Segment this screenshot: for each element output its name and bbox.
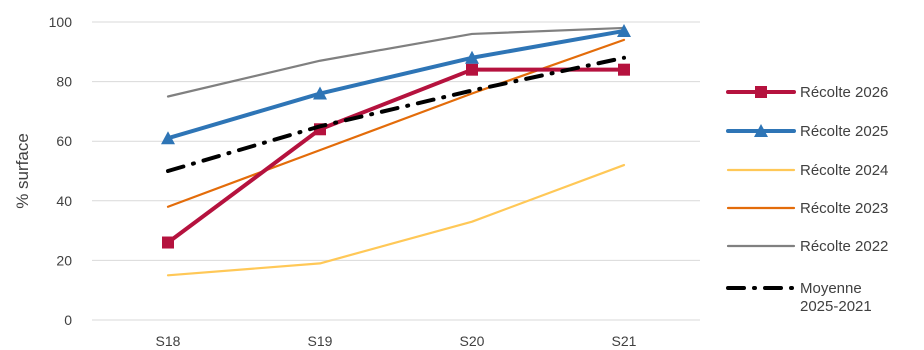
gridlines [92,21,700,321]
data-point [465,50,479,64]
series-2 [166,163,626,277]
series-line-1 [166,28,626,141]
legend-label: Récolte 2025 [800,123,888,140]
series-group [161,23,631,277]
legend-item: Récolte 2026 [726,84,888,101]
legend-label: Récolte 2022 [800,238,888,255]
series-5 [166,55,626,173]
legend-label: Récolte 2024 [800,162,888,179]
series-0 [162,63,630,249]
legend-marker [754,124,768,137]
x-tick-label: S20 [460,333,485,349]
data-point [313,86,327,100]
legend-label: Récolte 2026 [800,84,888,101]
x-tick-label: S21 [612,333,637,349]
legend-item: Récolte 2024 [726,162,888,179]
data-point [466,63,478,76]
data-point [162,236,174,249]
x-axis-ticks: S18 S19 S20 S21 [156,333,637,349]
y-tick-label: 40 [56,193,72,209]
y-axis-ticks: 0 20 40 60 80 100 [49,14,73,328]
y-tick-label: 80 [56,74,72,90]
y-axis-label: % surface [13,133,32,209]
series-line-4 [166,26,626,98]
data-point [161,131,175,145]
legend-item: Récolte 2023 [726,200,888,217]
data-point [618,63,630,76]
series-line-5 [166,55,626,173]
legend-marker [755,86,767,98]
series-line-0 [166,67,626,245]
legend-label: 2025-2021 [800,298,872,315]
data-point [617,23,631,37]
y-tick-label: 100 [49,14,73,30]
legend: Récolte 2026 Récolte 2025 Récolte 2024 Réco… [726,84,888,315]
y-tick-label: 0 [64,312,72,328]
y-tick-label: 60 [56,133,72,149]
series-3 [166,38,626,208]
series-1 [161,23,631,145]
series-line-3 [166,38,626,208]
legend-item: Récolte 2022 [726,238,888,255]
legend-item: Récolte 2025 [726,123,888,140]
x-tick-label: S18 [156,333,181,349]
legend-label: Récolte 2023 [800,200,888,217]
series-4 [166,26,626,98]
x-tick-label: S19 [308,333,333,349]
legend-label: Moyenne [800,280,862,297]
y-tick-label: 20 [56,252,72,268]
series-line-2 [166,163,626,277]
